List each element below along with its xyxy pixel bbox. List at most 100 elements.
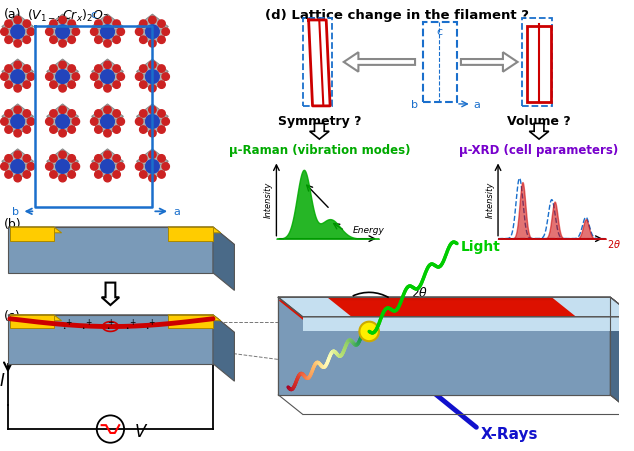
Circle shape (14, 107, 22, 114)
Circle shape (59, 107, 67, 114)
Circle shape (59, 85, 67, 93)
Circle shape (117, 74, 124, 81)
Text: Symmetry ?: Symmetry ? (278, 115, 361, 128)
Circle shape (14, 152, 22, 159)
Circle shape (56, 26, 69, 39)
Circle shape (139, 171, 147, 179)
Circle shape (46, 119, 53, 126)
Polygon shape (168, 315, 213, 329)
Circle shape (158, 155, 165, 163)
Circle shape (27, 29, 35, 37)
Circle shape (94, 155, 102, 163)
Circle shape (94, 21, 102, 28)
Circle shape (56, 160, 69, 174)
Polygon shape (2, 150, 34, 179)
Circle shape (136, 74, 143, 81)
Circle shape (139, 66, 147, 73)
Polygon shape (278, 298, 634, 317)
Circle shape (149, 152, 156, 159)
Circle shape (94, 66, 102, 73)
Circle shape (1, 74, 8, 81)
Circle shape (113, 127, 120, 134)
Circle shape (158, 82, 165, 89)
Polygon shape (92, 105, 123, 134)
Polygon shape (168, 227, 213, 241)
Circle shape (158, 110, 165, 118)
Text: $I$: $I$ (0, 372, 5, 389)
Circle shape (5, 66, 12, 73)
Circle shape (49, 127, 57, 134)
Circle shape (162, 119, 169, 126)
Polygon shape (8, 227, 213, 273)
Circle shape (146, 71, 159, 84)
Text: $2\theta$: $2\theta$ (411, 286, 429, 300)
Polygon shape (101, 283, 119, 305)
Circle shape (91, 29, 98, 37)
Circle shape (136, 119, 143, 126)
Polygon shape (8, 227, 235, 245)
Text: +: + (129, 318, 135, 327)
Circle shape (104, 17, 111, 25)
Polygon shape (2, 60, 34, 90)
Circle shape (72, 163, 80, 171)
Polygon shape (2, 105, 34, 134)
Circle shape (59, 175, 67, 183)
Polygon shape (47, 15, 78, 45)
Circle shape (113, 171, 120, 179)
Circle shape (46, 74, 53, 81)
Circle shape (162, 74, 169, 81)
Circle shape (14, 17, 22, 25)
Circle shape (94, 82, 102, 89)
Circle shape (1, 119, 8, 126)
Text: Light: Light (461, 239, 501, 253)
Circle shape (113, 66, 120, 73)
Circle shape (1, 163, 8, 171)
Circle shape (14, 85, 22, 93)
Polygon shape (47, 105, 78, 134)
Text: +: + (148, 318, 155, 327)
Polygon shape (92, 15, 123, 45)
Polygon shape (137, 15, 168, 45)
Circle shape (104, 175, 111, 183)
Text: Intensity: Intensity (264, 181, 273, 217)
Circle shape (149, 85, 156, 93)
Circle shape (139, 155, 147, 163)
Circle shape (113, 110, 120, 118)
Circle shape (91, 74, 98, 81)
Circle shape (91, 119, 98, 126)
Text: +: + (65, 318, 72, 327)
Polygon shape (2, 15, 34, 45)
Circle shape (5, 82, 12, 89)
Polygon shape (278, 298, 352, 317)
Circle shape (46, 29, 53, 37)
Circle shape (5, 37, 12, 44)
Circle shape (101, 26, 114, 39)
Circle shape (5, 127, 12, 134)
Circle shape (117, 119, 124, 126)
Circle shape (139, 21, 147, 28)
Polygon shape (461, 53, 517, 73)
Text: •: • (62, 325, 65, 330)
Circle shape (59, 130, 67, 138)
Polygon shape (10, 227, 61, 233)
Circle shape (59, 152, 67, 159)
Circle shape (113, 82, 120, 89)
Circle shape (14, 175, 22, 183)
Circle shape (72, 29, 80, 37)
Circle shape (158, 171, 165, 179)
Circle shape (104, 62, 111, 69)
Circle shape (68, 82, 75, 89)
Circle shape (104, 107, 111, 114)
Circle shape (5, 21, 12, 28)
Circle shape (49, 66, 57, 73)
Circle shape (68, 155, 75, 163)
Polygon shape (137, 105, 168, 134)
Text: a: a (474, 100, 481, 110)
Polygon shape (92, 150, 123, 179)
Circle shape (5, 171, 12, 179)
Circle shape (139, 110, 147, 118)
Text: X-Rays: X-Rays (481, 427, 538, 442)
Circle shape (136, 163, 143, 171)
Circle shape (46, 163, 53, 171)
Circle shape (94, 110, 102, 118)
